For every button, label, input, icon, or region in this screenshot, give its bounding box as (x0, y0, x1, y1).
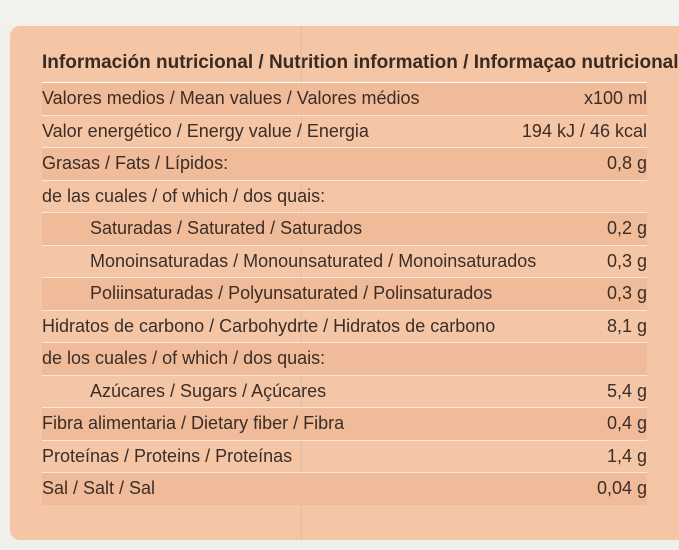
row-label: Saturadas / Saturated / Saturados (90, 218, 363, 238)
nutrition-row-proteins: Proteínas / Proteins / Proteínas 1,4 g (42, 441, 647, 473)
row-value: x100 ml (583, 88, 647, 108)
packaging-top (0, 0, 679, 26)
row-value: 0,3 g (606, 250, 647, 271)
row-label: de los cuales / of which / dos quais: (42, 348, 326, 368)
row-label: de las cuales / of which / dos quais: (42, 185, 326, 206)
nutrition-row-mean-values: Valores medios / Mean values / Valores m… (42, 83, 647, 116)
nutrition-row-carbs-of-which: de los cuales / of which / dos quais: (42, 343, 647, 376)
nutrition-row-fiber: Fibra alimentaria / Dietary fiber / Fibr… (42, 408, 647, 441)
nutrition-row-fats: Grasas / Fats / Lípidos: 0,8 g (42, 148, 647, 181)
row-value: 8,1 g (606, 315, 647, 336)
row-label: Hidratos de carbono / Carbohydrte / Hidr… (42, 315, 496, 336)
row-label: Valores medios / Mean values / Valores m… (42, 88, 420, 108)
nutrition-row-fats-of-which: de las cuales / of which / dos quais: (42, 181, 647, 213)
nutrition-row-saturated: Saturadas / Saturated / Saturados 0,2 g (42, 213, 647, 246)
nutrition-row-polyunsaturated: Poliinsaturadas / Polyunsaturated / Poli… (42, 278, 647, 311)
nutrition-row-carbohydrate: Hidratos de carbono / Carbohydrte / Hidr… (42, 311, 647, 343)
nutrition-label: Información nutricional / Nutrition info… (10, 26, 679, 540)
row-value: 0,04 g (596, 478, 647, 498)
nutrition-row-salt: Sal / Salt / Sal 0,04 g (42, 473, 647, 505)
row-value: 5,4 g (606, 380, 647, 401)
row-label: Valor energético / Energy value / Energi… (42, 120, 369, 141)
nutrition-row-monounsaturated: Monoinsaturadas / Monounsaturated / Mono… (42, 246, 647, 278)
row-label: Proteínas / Proteins / Proteínas (42, 445, 293, 466)
nutrition-row-energy: Valor energético / Energy value / Energi… (42, 116, 647, 148)
row-value: 0,4 g (606, 413, 647, 433)
row-value: 1,4 g (606, 445, 647, 466)
row-label: Sal / Salt / Sal (42, 478, 156, 498)
nutrition-row-sugars: Azúcares / Sugars / Açúcares 5,4 g (42, 376, 647, 408)
row-label: Azúcares / Sugars / Açúcares (90, 380, 327, 401)
row-label: Poliinsaturadas / Polyunsaturated / Poli… (90, 283, 493, 303)
row-label: Fibra alimentaria / Dietary fiber / Fibr… (42, 413, 345, 433)
nutrition-title: Información nutricional / Nutrition info… (42, 48, 679, 83)
row-label: Grasas / Fats / Lípidos: (42, 153, 229, 173)
row-value: 0,8 g (606, 153, 647, 173)
row-value: 0,2 g (606, 218, 647, 238)
row-value: 0,3 g (606, 283, 647, 303)
row-label: Monoinsaturadas / Monounsaturated / Mono… (90, 250, 537, 271)
row-value: 194 kJ / 46 kcal (521, 120, 647, 141)
